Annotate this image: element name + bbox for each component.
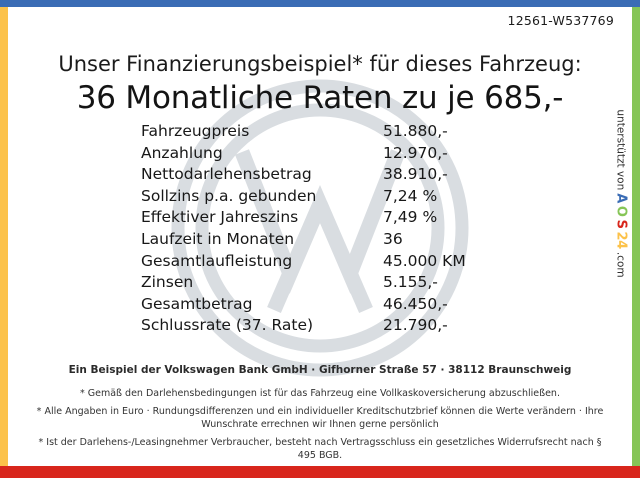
footnote-currency: * Alle Angaben in Euro · Rundungsdiffere… [36,406,604,430]
table-row: Effektiver Jahreszins 7,49 % [141,208,501,230]
table-row: Fahrzeugpreis 51.880,- [141,122,501,144]
top-accent-bar [0,0,640,7]
page-title: Unser Finanzierungsbeispiel* für dieses … [58,52,582,76]
table-row: Gesamtlaufleistung 45.000 KM [141,252,501,274]
row-label: Fahrzeugpreis [141,122,250,140]
table-row: Laufzeit in Monaten 36 [141,230,501,252]
row-label: Sollzins p.a. gebunden [141,186,317,205]
row-value: 5.155,- [383,273,438,292]
bottom-accent-bar [0,466,640,478]
row-value: 7,24 % [383,186,438,205]
row-value: 51.880,- [383,122,448,140]
reference-code: 12561-W537769 [507,13,614,28]
row-value: 45.000 KM [383,251,466,270]
row-label: Nettodarlehensbetrag [141,165,312,184]
support-strip: unterstützt von A O S 24 .com [610,0,632,478]
aos24-logo-letter-a: A [613,193,629,203]
aos24-logo-letter-o: O [613,205,629,217]
row-value: 38.910,- [383,165,448,184]
row-label: Gesamtlaufleistung [141,251,293,270]
table-row: Sollzins p.a. gebunden 7,24 % [141,187,501,209]
row-label: Gesamtbetrag [141,294,253,313]
row-value: 7,49 % [383,208,438,227]
table-row: Zinsen 5.155,- [141,273,501,295]
row-value: 46.450,- [383,294,448,313]
row-label: Zinsen [141,273,194,292]
bank-address-line: Ein Beispiel der Volkswagen Bank GmbH · … [68,364,572,376]
row-label: Laufzeit in Monaten [141,229,295,248]
footnote-withdrawal-right: * Ist der Darlehens-/Leasingnehmer Verbr… [38,437,602,461]
row-label: Schlussrate (37. Rate) [141,316,314,335]
aos24-logo-domain: .com [615,251,627,278]
row-label: Effektiver Jahreszins [141,208,299,227]
support-label: unterstützt von [615,109,627,191]
monthly-rate-headline: 36 Monatliche Raten zu je 685,- [76,80,564,116]
table-row: Schlussrate (37. Rate) 21.790,- [141,316,501,338]
aos24-logo-letter-s: S [613,219,629,229]
row-value: 36 [383,229,403,248]
right-accent-bar [632,0,640,478]
table-row: Gesamtbetrag 46.450,- [141,295,501,317]
footnote-insurance: * Gemäß den Darlehensbedingungen ist für… [80,388,560,399]
support-strip-content: unterstützt von A O S 24 .com [614,109,629,277]
aos24-logo-number-24: 24 [613,231,629,249]
row-label: Anzahlung [141,143,223,162]
table-row: Nettodarlehensbetrag 38.910,- [141,165,501,187]
left-accent-bar [0,0,8,478]
table-row: Anzahlung 12.970,- [141,144,501,166]
row-value: 12.970,- [383,143,448,162]
finance-figures-table: Fahrzeugpreis 51.880,- Anzahlung 12.970,… [141,122,501,338]
row-value: 21.790,- [383,316,448,335]
